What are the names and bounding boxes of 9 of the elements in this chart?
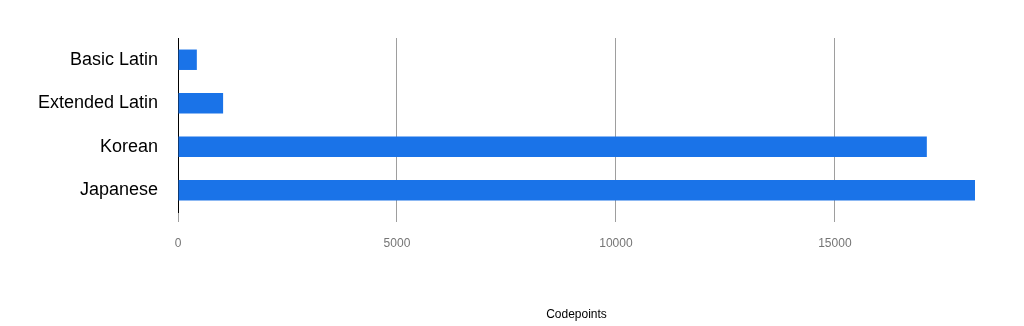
- y-tick-label: Japanese: [79, 179, 158, 200]
- y-tick-label: Korean: [99, 135, 158, 156]
- x-tick-label: 0: [174, 235, 182, 250]
- x-tick-label: 5000: [383, 235, 411, 250]
- x-axis-title: Codepoints: [546, 307, 607, 322]
- x-tick-label: 15000: [818, 235, 852, 250]
- y-tick-label: Extended Latin: [37, 92, 158, 113]
- x-tick-label: 10000: [599, 235, 633, 250]
- y-tick-label: Basic Latin: [69, 48, 158, 69]
